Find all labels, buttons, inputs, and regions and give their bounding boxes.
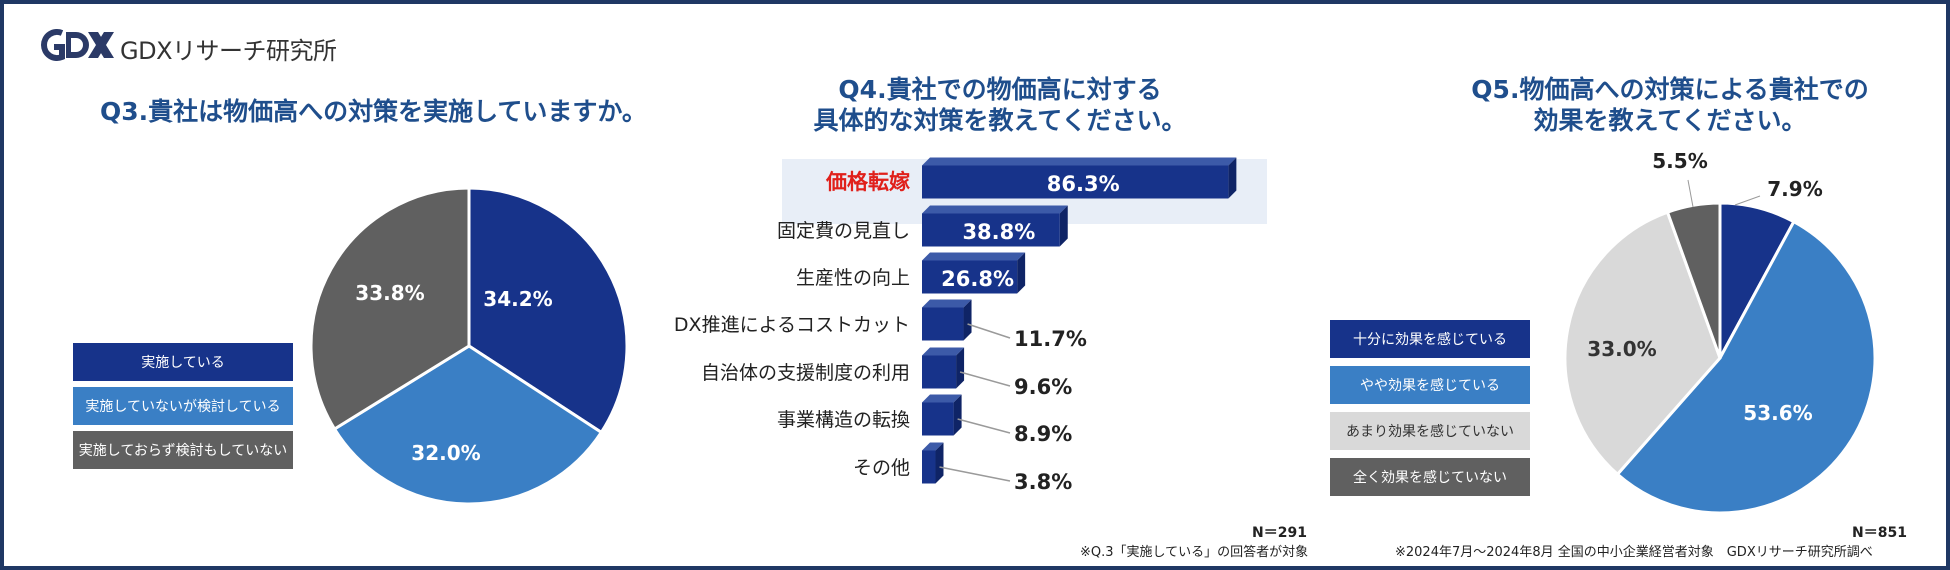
q4-bar-side-1 xyxy=(1059,205,1068,247)
q4-category-label-0: 価格転嫁 xyxy=(825,170,910,194)
q4-bar-top-0 xyxy=(922,157,1237,166)
q4-category-label-4: 自治体の支援制度の利用 xyxy=(701,362,910,384)
q4-n-label: N＝291 xyxy=(1252,525,1307,541)
q5-legend-item-1: やや効果を感じている xyxy=(1330,366,1530,404)
q4-bar-top-3 xyxy=(922,299,972,308)
q3-data-label-2: 33.8% xyxy=(355,281,424,305)
q5-slice-3 xyxy=(1665,201,1722,359)
q5-title-text: Q5.物価高への対策による貴社での 効果を教えてください。 xyxy=(1450,74,1890,136)
q4-bar-top-5 xyxy=(922,394,962,403)
q4-title: Q4.貴社での物価高に対する 具体的な対策を教えてください。 xyxy=(780,74,1220,136)
q3-legend-item-2: 実施しておらず検討もしていない xyxy=(73,431,293,469)
q5-legend-item-2: あまり効果を感じていない xyxy=(1330,412,1530,450)
q4-bar-0 xyxy=(922,165,1229,199)
q4-value-label-5: 8.9% xyxy=(1014,422,1072,446)
q3-slice-1 xyxy=(332,344,604,506)
q5-title-line-1: 効果を教えてください。 xyxy=(1533,106,1807,135)
q4-bar-2 xyxy=(922,260,1018,294)
q3-data-label-1: 32.0% xyxy=(411,441,480,465)
q4-value-label-4: 9.6% xyxy=(1014,375,1072,399)
q4-bar-side-4 xyxy=(956,347,965,389)
q4-bar-side-3 xyxy=(963,299,972,341)
q4-bar-side-2 xyxy=(1017,252,1026,294)
q4-leader-line-5 xyxy=(957,418,1011,434)
q4-title-line-1: 具体的な対策を教えてください。 xyxy=(813,106,1187,135)
q4-bar-top-2 xyxy=(922,252,1026,261)
q5-slice-1 xyxy=(1615,219,1877,515)
q4-value-label-0: 86.3% xyxy=(1047,172,1120,196)
q4-note: ※Q.3「実施している」の回答者が対象 xyxy=(1080,545,1309,560)
q4-bar-side-6 xyxy=(935,442,944,484)
q5-legend-item-3: 全く効果を感じていない xyxy=(1330,458,1530,496)
q4-leader-line-4 xyxy=(959,371,1011,387)
q5-leader-line-3 xyxy=(1687,179,1694,208)
q4-value-label-1: 38.8% xyxy=(962,220,1035,244)
q4-leader-line-3 xyxy=(967,323,1011,339)
q4-bar-5 xyxy=(922,402,954,436)
gdx-logo-mark xyxy=(41,29,114,61)
q5-leader-line-0 xyxy=(1734,195,1761,206)
q4-bar-top-1 xyxy=(922,205,1068,214)
q4-category-label-1: 固定費の見直し xyxy=(777,220,910,242)
q4-title-text: Q4.貴社での物価高に対する 具体的な対策を教えてください。 xyxy=(780,74,1220,136)
q5-note: ※2024年7月～2024年8月 全国の中小企業経営者対象 GDXリサーチ研究所… xyxy=(1395,545,1873,560)
q5-title-line-0: Q5.物価高への対策による貴社での xyxy=(1471,75,1869,104)
q3-slice-2 xyxy=(309,186,471,432)
logo-text: GDXリサーチ研究所 xyxy=(120,37,337,65)
q4-bar-side-5 xyxy=(953,394,962,436)
q4-bar-4 xyxy=(922,355,957,389)
q3-legend-item-1: 実施していないが検討している xyxy=(73,387,293,425)
q5-title: Q5.物価高への対策による貴社での 効果を教えてください。 xyxy=(1450,74,1890,136)
q4-value-label-2: 26.8% xyxy=(941,267,1014,291)
q4-title-line-0: Q4.貴社での物価高に対する xyxy=(838,75,1162,104)
q5-n-label: N＝851 xyxy=(1852,525,1907,541)
q3-legend-item-0: 実施している xyxy=(73,343,293,381)
q4-bar-top-4 xyxy=(922,347,965,356)
q4-bar-top-6 xyxy=(922,442,944,451)
q3-title: Q3.貴社は物価高への対策を実施していますか。 xyxy=(100,97,647,126)
q4-value-label-6: 3.8% xyxy=(1014,470,1072,494)
q4-bar-3 xyxy=(922,307,964,341)
q4-bar-1 xyxy=(922,213,1060,247)
q3-data-label-0: 34.2% xyxy=(483,287,552,311)
q5-legend-item-0: 十分に効果を感じている xyxy=(1330,320,1530,358)
q4-value-label-3: 11.7% xyxy=(1014,327,1087,351)
q5-data-label-2: 33.0% xyxy=(1587,337,1656,361)
q4-bar-6 xyxy=(922,450,936,484)
q4-category-label-2: 生産性の向上 xyxy=(796,267,910,289)
q4-leader-line-6 xyxy=(939,466,1011,482)
q5-data-label-0: 7.9% xyxy=(1767,177,1822,201)
q5-data-label-3: 5.5% xyxy=(1652,149,1707,173)
q4-bar-side-0 xyxy=(1228,157,1237,199)
q4-category-label-3: DX推進によるコストカット xyxy=(674,314,910,336)
q5-data-label-1: 53.6% xyxy=(1743,401,1812,425)
q4-category-label-5: 事業構造の転換 xyxy=(777,409,910,431)
q4-category-label-6: その他 xyxy=(853,457,910,479)
q5-slice-2 xyxy=(1563,210,1722,477)
